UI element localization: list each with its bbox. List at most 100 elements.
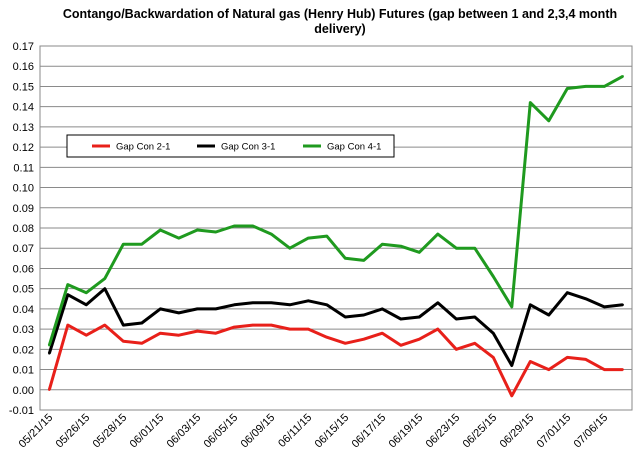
data-point (85, 333, 88, 337)
x-tick-label: 06/17/15 (350, 412, 389, 451)
data-point (455, 348, 458, 351)
data-point (196, 329, 199, 333)
y-tick-label: 0.17 (13, 41, 34, 53)
data-point (399, 317, 402, 321)
data-point (325, 303, 328, 307)
data-point (529, 101, 532, 104)
data-point (566, 356, 569, 359)
data-point (473, 342, 476, 345)
y-tick-label: 0.15 (13, 81, 34, 93)
data-point (584, 297, 587, 300)
data-point (214, 230, 217, 234)
data-point (48, 352, 51, 355)
data-point (621, 368, 624, 371)
data-point (510, 305, 513, 309)
data-point (399, 245, 402, 248)
data-point (196, 307, 199, 311)
data-point (381, 331, 384, 335)
data-point (547, 368, 550, 371)
data-point (270, 323, 273, 327)
data-point (492, 275, 495, 278)
y-tick-label: 0.07 (13, 243, 34, 255)
data-point (344, 257, 347, 260)
data-point (251, 301, 254, 305)
data-point (584, 85, 587, 88)
data-point (66, 323, 69, 327)
y-tick-label: 0.12 (13, 142, 34, 154)
data-point (455, 247, 458, 250)
data-point (159, 228, 162, 232)
y-axis-ticks: -0.01 0.00 0.01 0.02 0.03 0.04 0.05 0.06 0.07 0.0… (9, 41, 34, 417)
data-point (418, 338, 421, 341)
series-line-2 (47, 287, 623, 367)
data-point (233, 325, 236, 329)
x-tick-label: 06/29/15 (498, 412, 537, 451)
data-point (122, 323, 125, 327)
data-point (529, 360, 532, 363)
y-tick-label: 0.10 (13, 183, 34, 195)
data-point (399, 344, 402, 347)
x-tick-label: 06/05/15 (202, 412, 241, 451)
data-point (177, 333, 180, 337)
data-point (603, 305, 606, 309)
data-point (455, 317, 458, 321)
legend-label: Gap Con 2-1 (116, 142, 170, 153)
data-point (85, 303, 88, 307)
x-tick-label: 07/01/15 (535, 412, 574, 451)
data-point (140, 321, 143, 325)
x-tick-label: 06/15/15 (313, 412, 352, 451)
x-tick-label: 05/21/15 (17, 412, 56, 451)
data-point (233, 303, 236, 307)
data-point (288, 247, 291, 250)
data-point (214, 331, 217, 335)
y-tick-label: 0.03 (13, 324, 34, 336)
data-point (621, 303, 624, 307)
data-point (48, 344, 51, 347)
series-line-3 (47, 74, 624, 346)
data-point (362, 338, 365, 341)
series-lines (47, 74, 624, 398)
data-point (510, 394, 513, 398)
data-point (85, 291, 88, 294)
data-point (159, 331, 162, 335)
y-tick-label: 0.08 (13, 223, 34, 235)
data-point (325, 336, 328, 339)
data-point (418, 251, 421, 254)
x-axis-ticks: 05/21/1505/26/1505/28/1506/01/1506/03/15… (17, 412, 611, 451)
x-tick-label: 06/09/15 (239, 412, 278, 451)
x-tick-label: 06/23/15 (424, 412, 463, 451)
data-point (270, 232, 273, 236)
data-point (418, 315, 421, 319)
x-tick-label: 06/25/15 (461, 412, 500, 451)
data-point (381, 307, 384, 311)
data-point (66, 283, 69, 286)
data-point (177, 236, 180, 240)
series-line-1 (47, 323, 623, 398)
data-point (270, 301, 273, 305)
data-point (66, 293, 69, 296)
data-point (122, 340, 125, 343)
data-point (177, 311, 180, 315)
y-tick-label: 0.13 (13, 122, 34, 134)
data-point (566, 87, 569, 90)
gridlines (40, 45, 632, 411)
legend-box (66, 134, 395, 158)
data-point (473, 315, 476, 319)
x-tick-label: 07/06/15 (572, 412, 611, 451)
data-point (344, 342, 347, 345)
data-point (547, 313, 550, 317)
data-point (103, 287, 106, 290)
y-tick-label: 0.06 (13, 263, 34, 275)
y-tick-label: 0.09 (13, 203, 34, 215)
data-point (307, 236, 310, 240)
y-tick-label: 0.16 (13, 61, 34, 73)
x-tick-label: 06/11/15 (276, 412, 314, 450)
data-point (362, 259, 365, 262)
x-tick-label: 06/03/15 (165, 412, 204, 451)
y-tick-label: 0.02 (13, 344, 34, 356)
data-point (122, 242, 125, 246)
data-point (362, 313, 365, 317)
data-point (436, 301, 439, 305)
legend: Gap Con 2-1 Gap Con 3-1 Gap Con 4-1 (66, 134, 395, 158)
